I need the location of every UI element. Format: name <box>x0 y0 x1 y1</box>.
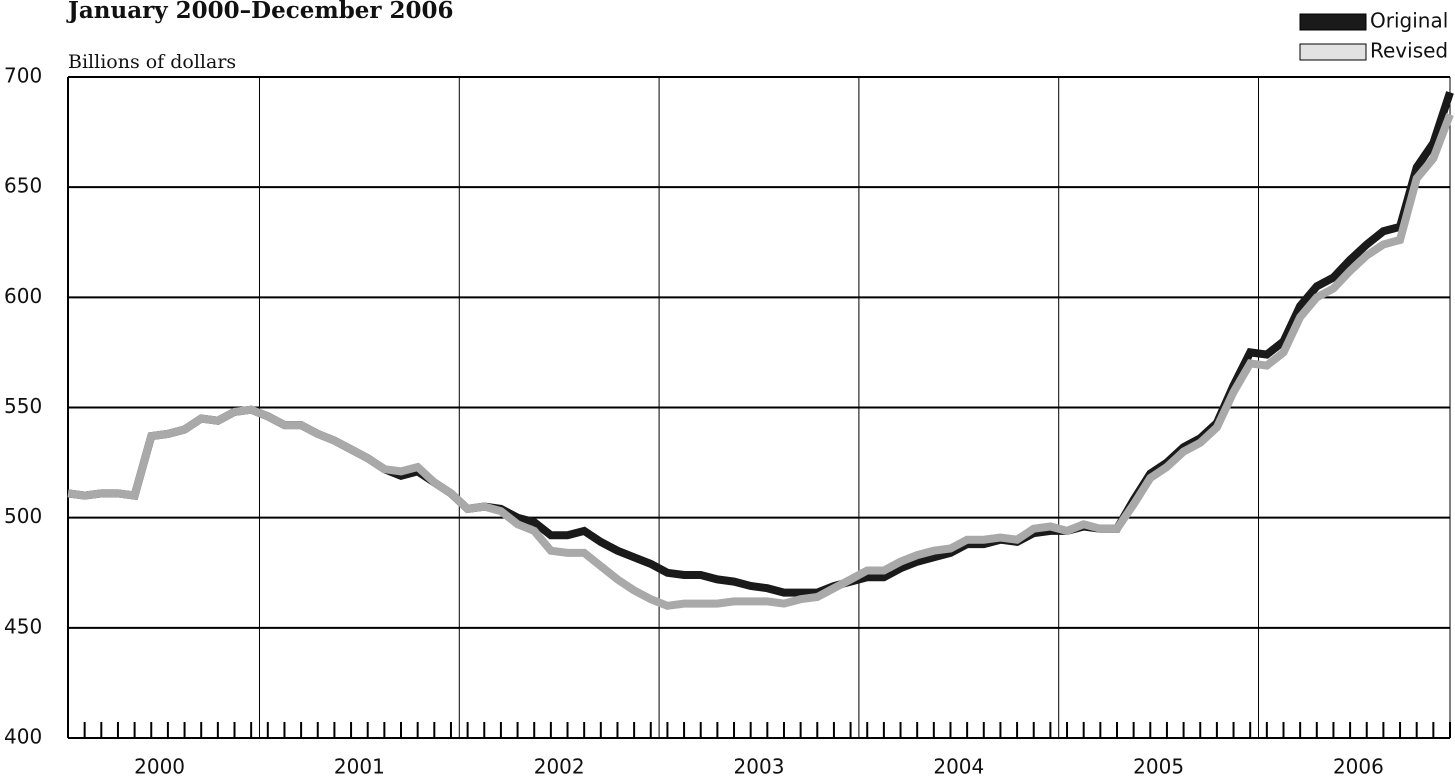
x-tick-label: 2006 <box>1333 755 1384 779</box>
y-tick-label: 550 <box>4 394 42 418</box>
y-tick-label: 650 <box>4 174 42 198</box>
legend-swatch <box>1299 13 1367 31</box>
y-tick-label: 700 <box>4 64 42 88</box>
x-tick-label: 2003 <box>734 755 785 779</box>
x-tick-label: 2005 <box>1133 755 1184 779</box>
y-tick-label: 450 <box>4 614 42 638</box>
x-tick-label: 2002 <box>534 755 585 779</box>
series-line <box>67 113 1454 610</box>
y-tick-label: 500 <box>4 504 42 528</box>
x-tick-label: 2000 <box>134 755 185 779</box>
x-tick-label: 2004 <box>933 755 984 779</box>
y-tick-label: 600 <box>4 284 42 308</box>
legend-swatch <box>1299 43 1367 61</box>
x-tick-label: 2001 <box>334 755 385 779</box>
y-tick-label: 400 <box>4 725 42 749</box>
chart-title: January 2000–December 2006 <box>66 0 454 24</box>
legend-label: Original <box>1370 9 1448 33</box>
y-axis-label: Billions of dollars <box>68 51 236 73</box>
legend-label: Revised <box>1370 39 1448 63</box>
